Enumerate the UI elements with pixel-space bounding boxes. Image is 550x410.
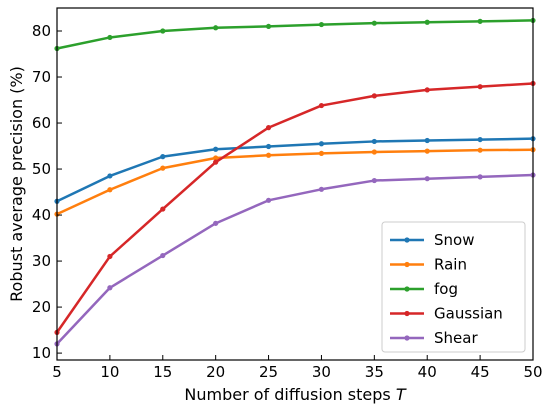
series-line-snow: [56, 137, 534, 203]
data-point-rain: [213, 155, 219, 161]
data-point-snow: [213, 146, 219, 152]
legend-marker: [404, 286, 410, 292]
data-point-rain: [371, 149, 377, 155]
series-line-shear: [56, 173, 534, 345]
data-point-fog: [424, 19, 430, 25]
y-axis-title: Robust average precision (%): [7, 66, 26, 302]
x-tick-label: 10: [100, 363, 119, 381]
legend-marker: [404, 261, 410, 268]
data-point-snow: [107, 173, 113, 179]
y-tick-label: 80: [32, 22, 51, 40]
data-point-shear: [371, 177, 377, 184]
data-point-rain: [424, 148, 430, 154]
x-tick-label: 30: [312, 363, 331, 381]
data-point-snow: [477, 136, 483, 143]
x-tick-label: 5: [52, 363, 62, 381]
x-tick-label: 15: [153, 363, 172, 381]
y-tick-label: 20: [32, 298, 51, 316]
series-line-fog: [56, 19, 534, 50]
data-point-fog: [318, 21, 325, 28]
y-tick-label: 40: [32, 206, 51, 224]
data-point-gaussian: [265, 125, 272, 131]
x-tick-label: 25: [259, 363, 278, 381]
data-point-gaussian: [107, 253, 113, 260]
x-tick-label: 50: [523, 363, 542, 381]
series-line-rain: [56, 148, 534, 216]
data-point-fog: [371, 20, 377, 26]
data-point-snow: [371, 138, 377, 145]
legend-box: [381, 221, 526, 353]
y-tick-label: 50: [32, 160, 51, 178]
data-point-gaussian: [213, 159, 219, 165]
data-point-rain: [477, 147, 483, 153]
series-line-gaussian: [55, 82, 534, 334]
data-point-snow: [318, 141, 325, 147]
x-tick-label: 20: [206, 363, 225, 381]
data-point-gaussian: [477, 84, 483, 90]
data-point-snow: [160, 154, 166, 160]
data-point-gaussian: [371, 93, 377, 99]
legend-label-fog: fog: [434, 280, 458, 298]
plot-frame: [56, 7, 534, 361]
data-point-shear: [424, 176, 430, 182]
data-point-gaussian: [318, 102, 325, 109]
legend-label-rain: Rain: [434, 256, 467, 274]
data-point-shear: [160, 252, 166, 259]
data-point-shear: [213, 220, 219, 226]
legend-label-gaussian: Gaussian: [434, 305, 503, 323]
data-point-rain: [318, 150, 325, 157]
data-point-rain: [265, 152, 272, 158]
data-point-fog: [477, 18, 483, 24]
y-tick-label: 10: [32, 344, 51, 362]
x-axis-title: Number of diffusion steps T: [184, 385, 406, 404]
legend-marker: [404, 237, 410, 243]
x-tick-label: 40: [418, 363, 437, 381]
data-point-shear: [477, 174, 483, 180]
x-axis-label: Number of diffusion steps: [184, 385, 390, 404]
y-tick-label: 60: [32, 114, 51, 132]
data-point-fog: [265, 23, 272, 30]
data-point-shear: [265, 197, 272, 203]
data-point-snow: [424, 137, 430, 144]
legend-label-snow: Snow: [434, 231, 474, 249]
data-point-fog: [107, 34, 113, 41]
legend-marker: [404, 335, 410, 341]
y-tick-label: 70: [32, 68, 51, 86]
legend-label-shear: Shear: [434, 329, 478, 347]
x-axis-variable: T: [396, 385, 407, 404]
data-point-shear: [318, 186, 325, 192]
legend-marker: [404, 310, 410, 317]
data-point-snow: [265, 143, 272, 150]
data-point-gaussian: [160, 206, 166, 212]
data-point-rain: [107, 187, 113, 193]
legend: Snow Rain fog Gaussian Shear: [381, 221, 526, 353]
x-tick-label: 45: [471, 363, 490, 381]
data-point-shear: [107, 285, 113, 291]
data-point-gaussian: [424, 87, 430, 93]
plot-marks: [54, 17, 536, 347]
data-point-fog: [160, 28, 166, 34]
x-tick-label: 35: [365, 363, 384, 381]
data-point-fog: [213, 25, 219, 31]
y-tick-label: 30: [32, 252, 51, 270]
data-point-rain: [160, 165, 166, 171]
